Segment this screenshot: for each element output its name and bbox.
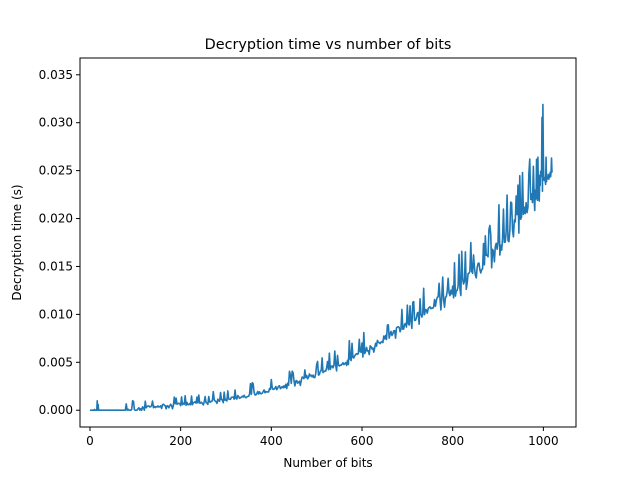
x-tick-label: 0	[86, 434, 94, 448]
y-tick-label: 0.030	[39, 116, 73, 130]
x-tick-label: 1000	[528, 434, 559, 448]
y-axis-label: Decryption time (s)	[10, 184, 24, 300]
y-axis-ticks: 0.000 0.005 0.010 0.015 0.020 0.025 0.030 0.035	[39, 68, 80, 417]
x-axis-label: Number of bits	[283, 456, 372, 470]
x-tick-label: 200	[169, 434, 192, 448]
x-tick-label: 400	[260, 434, 283, 448]
y-tick-label: 0.015	[39, 259, 73, 273]
x-tick-label: 800	[441, 434, 464, 448]
x-axis-ticks: 0 200 400 600 800 1000	[86, 427, 559, 448]
y-tick-label: 0.020	[39, 212, 73, 226]
y-tick-label: 0.005	[39, 355, 73, 369]
y-tick-label: 0.000	[39, 403, 73, 417]
y-tick-label: 0.035	[39, 68, 73, 82]
axes-frame	[79, 57, 577, 428]
y-tick-label: 0.010	[39, 307, 73, 321]
series-line	[89, 103, 554, 412]
plot-area: 0 200 400 600 800 1000 0.0000.0050.0100.0150.…	[39, 57, 577, 448]
x-tick-label: 600	[351, 434, 374, 448]
y-tick-label: 0.025	[39, 164, 73, 178]
chart-title: Decryption time vs number of bits	[205, 37, 452, 53]
